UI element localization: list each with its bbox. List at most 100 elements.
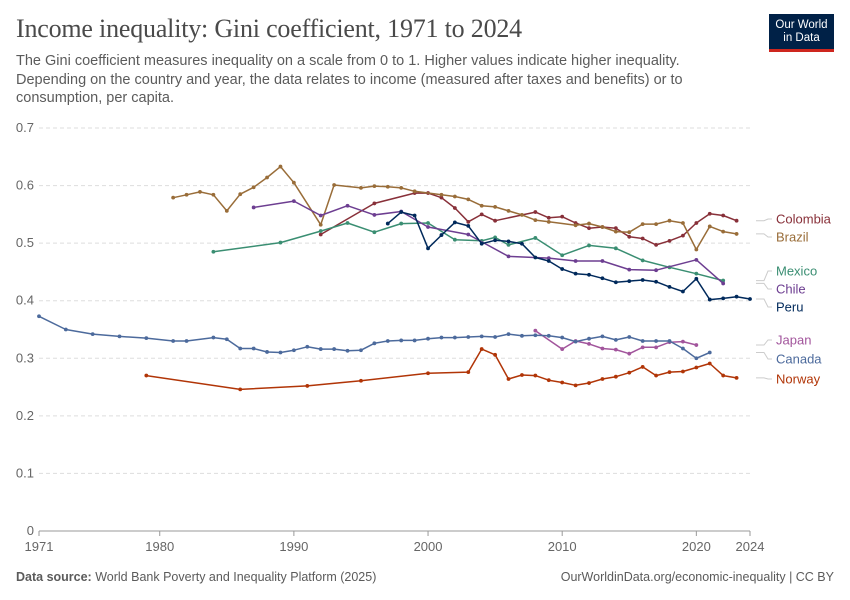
data-point-canada[interactable]	[37, 314, 41, 319]
data-point-colombia[interactable]	[654, 242, 658, 247]
data-point-peru[interactable]	[681, 289, 685, 294]
data-point-canada[interactable]	[171, 339, 176, 343]
series-label-japan[interactable]: Japan	[776, 333, 811, 348]
data-point-peru[interactable]	[600, 276, 605, 281]
series-colombia[interactable]	[318, 191, 739, 247]
series-peru[interactable]	[385, 210, 752, 302]
data-point-peru[interactable]	[533, 255, 538, 260]
data-point-norway[interactable]	[238, 387, 243, 392]
data-point-peru[interactable]	[748, 297, 752, 301]
data-point-peru[interactable]	[520, 241, 524, 246]
data-point-norway[interactable]	[520, 373, 524, 377]
data-point-chile[interactable]	[318, 213, 323, 218]
data-point-peru[interactable]	[560, 267, 565, 271]
data-point-brazil[interactable]	[681, 221, 685, 225]
data-point-norway[interactable]	[479, 347, 484, 351]
data-point-brazil[interactable]	[238, 192, 243, 197]
data-point-canada[interactable]	[640, 339, 645, 343]
footer-link[interactable]: OurWorldinData.org/economic-inequality |…	[560, 570, 834, 584]
data-point-brazil[interactable]	[171, 195, 176, 200]
data-point-canada[interactable]	[385, 339, 390, 343]
data-point-brazil[interactable]	[439, 192, 444, 197]
data-point-peru[interactable]	[654, 279, 658, 284]
data-point-mexico[interactable]	[372, 230, 377, 235]
data-point-peru[interactable]	[506, 239, 511, 244]
data-point-peru[interactable]	[721, 296, 726, 301]
series-label-brazil[interactable]: Brazil	[776, 230, 809, 245]
data-point-colombia[interactable]	[493, 218, 498, 223]
data-point-norway[interactable]	[546, 378, 551, 383]
data-point-norway[interactable]	[573, 383, 578, 388]
data-point-norway[interactable]	[144, 373, 149, 378]
data-point-canada[interactable]	[144, 336, 149, 341]
data-point-brazil[interactable]	[359, 185, 363, 190]
data-point-norway[interactable]	[466, 370, 471, 375]
data-point-canada[interactable]	[412, 338, 417, 343]
data-point-canada[interactable]	[238, 346, 243, 351]
data-point-brazil[interactable]	[224, 209, 229, 213]
data-point-norway[interactable]	[707, 361, 712, 366]
data-point-mexico[interactable]	[721, 278, 726, 283]
data-point-mexico[interactable]	[278, 240, 283, 245]
data-point-canada[interactable]	[452, 335, 457, 340]
data-point-colombia[interactable]	[613, 226, 618, 231]
data-point-peru[interactable]	[627, 279, 632, 284]
data-point-canada[interactable]	[224, 337, 229, 342]
data-point-norway[interactable]	[721, 373, 726, 378]
data-point-brazil[interactable]	[520, 213, 524, 217]
data-point-mexico[interactable]	[613, 246, 618, 251]
data-point-brazil[interactable]	[640, 222, 645, 227]
data-point-colombia[interactable]	[640, 236, 645, 241]
data-point-colombia[interactable]	[734, 218, 739, 223]
data-point-brazil[interactable]	[265, 175, 269, 180]
data-point-brazil[interactable]	[198, 190, 202, 194]
data-point-colombia[interactable]	[318, 232, 323, 237]
data-point-mexico[interactable]	[560, 253, 565, 258]
data-point-brazil[interactable]	[600, 225, 605, 229]
data-point-brazil[interactable]	[734, 232, 739, 236]
data-point-peru[interactable]	[439, 233, 444, 237]
data-point-canada[interactable]	[332, 347, 337, 351]
series-line-norway[interactable]	[146, 348, 737, 391]
data-point-brazil[interactable]	[251, 185, 256, 190]
data-point-canada[interactable]	[587, 336, 591, 341]
data-point-canada[interactable]	[667, 339, 672, 343]
data-point-canada[interactable]	[681, 346, 685, 351]
data-point-canada[interactable]	[654, 339, 658, 343]
data-point-canada[interactable]	[318, 347, 323, 351]
series-line-chile[interactable]	[253, 200, 724, 284]
data-point-brazil[interactable]	[332, 183, 337, 187]
data-point-norway[interactable]	[506, 377, 511, 381]
data-point-colombia[interactable]	[667, 238, 672, 243]
data-point-brazil[interactable]	[707, 224, 712, 229]
data-point-mexico[interactable]	[318, 229, 323, 233]
data-point-chile[interactable]	[694, 257, 699, 262]
data-point-peru[interactable]	[667, 284, 672, 289]
data-point-chile[interactable]	[372, 213, 377, 217]
data-point-canada[interactable]	[359, 348, 363, 353]
series-line-peru[interactable]	[387, 211, 751, 301]
data-point-canada[interactable]	[506, 332, 511, 337]
data-point-peru[interactable]	[707, 297, 712, 302]
data-point-mexico[interactable]	[452, 237, 457, 242]
data-point-peru[interactable]	[399, 210, 404, 214]
data-point-canada[interactable]	[694, 356, 699, 361]
data-point-japan[interactable]	[613, 347, 618, 352]
data-point-japan[interactable]	[560, 347, 565, 351]
series-japan[interactable]	[533, 328, 699, 356]
data-point-norway[interactable]	[359, 378, 363, 383]
data-point-brazil[interactable]	[211, 192, 216, 197]
data-point-mexico[interactable]	[493, 235, 498, 240]
data-point-chile[interactable]	[600, 259, 605, 263]
series-mexico[interactable]	[211, 221, 726, 283]
data-point-peru[interactable]	[613, 280, 618, 285]
data-point-canada[interactable]	[399, 338, 404, 343]
series-line-canada[interactable]	[38, 315, 711, 360]
data-point-mexico[interactable]	[506, 242, 511, 247]
data-point-mexico[interactable]	[694, 271, 699, 276]
data-point-chile[interactable]	[466, 232, 471, 237]
data-point-canada[interactable]	[251, 346, 256, 351]
series-brazil[interactable]	[171, 164, 739, 252]
data-point-japan[interactable]	[533, 328, 538, 333]
data-point-colombia[interactable]	[587, 226, 591, 231]
